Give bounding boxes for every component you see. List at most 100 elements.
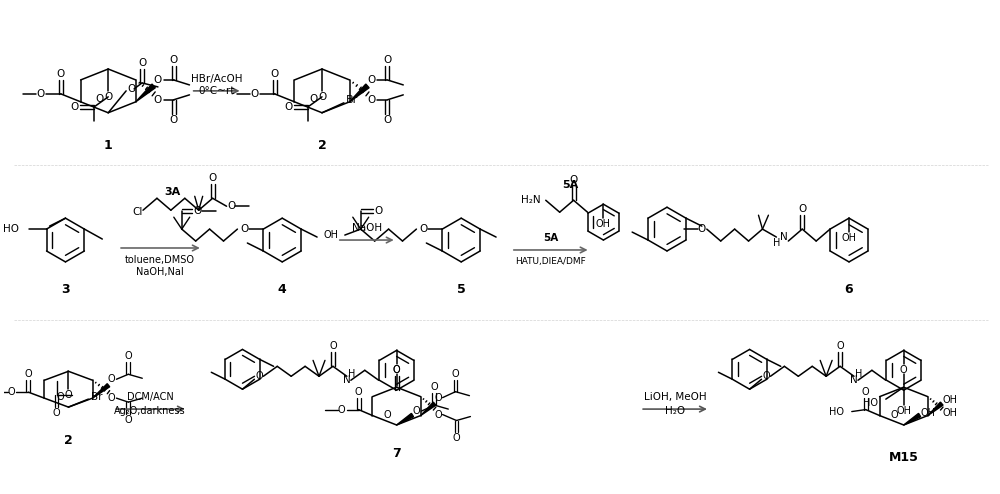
Text: NaOH: NaOH [352, 223, 382, 233]
Polygon shape [350, 84, 369, 102]
Text: O: O [435, 393, 442, 403]
Text: O: O [393, 365, 400, 375]
Text: HATU,DIEA/DMF: HATU,DIEA/DMF [515, 257, 586, 266]
Text: Br: Br [346, 95, 358, 105]
Text: O: O [393, 365, 400, 375]
Text: O: O [435, 410, 442, 419]
Text: O: O [338, 405, 345, 414]
Text: 7: 7 [392, 448, 401, 460]
Text: O: O [329, 341, 337, 351]
Text: M15: M15 [889, 452, 919, 464]
Text: O: O [383, 115, 391, 124]
Text: O: O [355, 387, 362, 397]
Text: O: O [70, 102, 79, 112]
Text: O: O [375, 206, 383, 216]
Text: O: O [108, 374, 115, 384]
Text: OH: OH [596, 219, 611, 229]
Text: O: O [453, 433, 460, 444]
Polygon shape [397, 413, 414, 425]
Text: 5A: 5A [543, 233, 558, 243]
Text: O: O [318, 92, 326, 102]
Text: N: N [850, 375, 858, 385]
Text: O: O [367, 95, 376, 105]
Text: O: O [284, 102, 292, 112]
Text: O: O [419, 224, 428, 234]
Text: OH: OH [942, 408, 957, 417]
Text: N: N [343, 375, 351, 385]
Text: O: O [154, 75, 162, 85]
Text: H₂O: H₂O [665, 406, 685, 416]
Polygon shape [928, 402, 943, 415]
Polygon shape [136, 84, 155, 102]
Text: O: O [452, 369, 459, 379]
Polygon shape [904, 413, 921, 425]
Text: N: N [780, 232, 788, 242]
Text: O: O [125, 351, 132, 362]
Text: O: O [125, 415, 132, 425]
Text: O: O [900, 365, 908, 375]
Polygon shape [421, 402, 436, 415]
Text: H₂N: H₂N [521, 195, 541, 206]
Text: O: O [209, 173, 217, 183]
Text: 5: 5 [457, 283, 466, 296]
Text: O: O [138, 58, 146, 68]
Text: 1: 1 [104, 139, 113, 152]
Text: O: O [309, 94, 317, 104]
Text: 4: 4 [278, 283, 287, 296]
Text: Cl: Cl [133, 207, 143, 217]
Text: O: O [836, 341, 844, 351]
Text: O: O [57, 69, 65, 79]
Text: O: O [240, 224, 249, 234]
Text: O: O [104, 92, 112, 102]
Text: O: O [256, 371, 263, 381]
Text: O: O [367, 75, 376, 85]
Text: O: O [95, 94, 104, 104]
Text: OH: OH [896, 406, 911, 416]
Text: O: O [127, 84, 135, 94]
Text: 6: 6 [845, 283, 853, 296]
Text: Br: Br [91, 392, 102, 402]
Text: O: O [383, 55, 391, 65]
Text: HO: HO [3, 224, 19, 234]
Text: OH: OH [920, 408, 935, 418]
Text: 3A: 3A [165, 187, 181, 197]
Text: DCM/ACN: DCM/ACN [127, 392, 173, 402]
Text: 3: 3 [61, 283, 70, 296]
Text: O: O [862, 387, 869, 397]
Text: Ag₂O,darkness: Ag₂O,darkness [114, 406, 186, 416]
Text: H: H [773, 238, 780, 248]
Text: O: O [431, 382, 438, 392]
Text: O: O [251, 89, 259, 99]
Text: toluene,DMSO: toluene,DMSO [125, 255, 195, 265]
Text: OH: OH [324, 230, 339, 240]
Text: O: O [569, 175, 578, 185]
Text: O: O [698, 224, 706, 234]
Text: O: O [57, 392, 64, 402]
Text: O: O [25, 370, 32, 379]
Text: HO: HO [829, 407, 844, 416]
Text: O: O [37, 89, 45, 99]
Text: O: O [413, 406, 420, 416]
Text: 0°C~rt: 0°C~rt [198, 86, 235, 96]
Text: O: O [270, 69, 279, 79]
Text: O: O [169, 55, 178, 65]
Text: O: O [8, 387, 15, 397]
Text: O: O [154, 95, 162, 105]
Text: O: O [108, 393, 115, 403]
Text: LiOH, MeOH: LiOH, MeOH [644, 392, 706, 402]
Text: O: O [194, 206, 202, 216]
Polygon shape [93, 384, 110, 398]
Text: 5A: 5A [562, 180, 579, 190]
Text: 2: 2 [318, 139, 326, 152]
Text: H: H [348, 370, 356, 379]
Text: 2: 2 [64, 434, 73, 448]
Text: O: O [169, 115, 178, 124]
Text: O: O [798, 204, 806, 214]
Text: O: O [384, 411, 391, 420]
Text: O: O [65, 390, 72, 400]
Text: OH: OH [942, 395, 957, 405]
Text: O: O [53, 408, 60, 418]
Text: O: O [763, 371, 770, 381]
Text: OH: OH [842, 233, 857, 243]
Text: NaOH,NaI: NaOH,NaI [136, 267, 184, 277]
